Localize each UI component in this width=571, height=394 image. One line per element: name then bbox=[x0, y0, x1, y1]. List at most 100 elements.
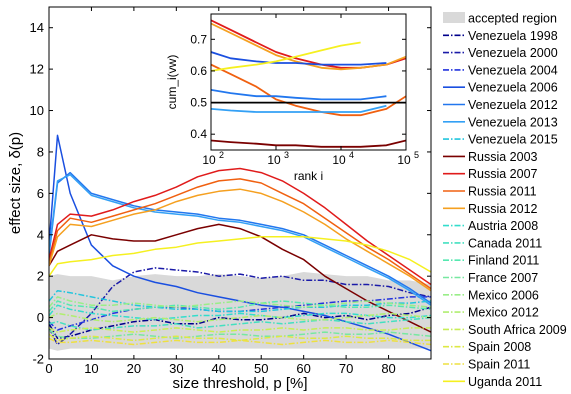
y-tick-label: 6 bbox=[37, 186, 44, 201]
legend-item: Canada 2011 bbox=[443, 236, 542, 250]
legend-label: Spain 2011 bbox=[468, 358, 530, 372]
series-line bbox=[49, 267, 431, 346]
inset-series-line bbox=[211, 41, 361, 72]
data-layer bbox=[49, 134, 431, 352]
legend-label: Spain 2008 bbox=[468, 340, 531, 354]
inset-x-tick-exponent: 5 bbox=[414, 150, 419, 160]
inset-y-tick-label: 0.7 bbox=[190, 32, 207, 46]
legend-item: Venezuela 1998 bbox=[443, 29, 558, 43]
y-tick-label: 4 bbox=[37, 227, 44, 242]
x-tick-label: 0 bbox=[45, 361, 52, 376]
inset-series-line bbox=[211, 139, 406, 148]
inset-y-tick-label: 0.5 bbox=[190, 96, 207, 110]
legend-label: Finland 2011 bbox=[468, 254, 539, 268]
inset-series-line bbox=[211, 51, 387, 66]
legend-label: accepted region bbox=[468, 12, 557, 26]
legend-label: Mexico 2012 bbox=[468, 306, 539, 320]
inset-x-tick-label: 10 bbox=[397, 153, 411, 167]
legend-label: Uganda 2011 bbox=[468, 375, 542, 389]
inset-x-tick-label: 10 bbox=[202, 153, 216, 167]
legend-label: Canada 2011 bbox=[468, 236, 542, 250]
legend-item: Spain 2011 bbox=[443, 358, 530, 372]
legend-swatch bbox=[443, 12, 465, 23]
y-tick-label: 0 bbox=[37, 310, 44, 325]
inset-series-line bbox=[211, 63, 406, 117]
series-line bbox=[49, 337, 431, 346]
legend-label: South Africa 2009 bbox=[468, 323, 567, 337]
series-line bbox=[49, 300, 431, 313]
legend-item: Russia 2012 bbox=[443, 202, 538, 216]
legend-item: Venezuela 2012 bbox=[443, 98, 558, 112]
inset-x-tick-exponent: 4 bbox=[349, 150, 354, 160]
legend-item: Venezuela 2000 bbox=[443, 46, 558, 60]
legend-item: Spain 2008 bbox=[443, 340, 531, 354]
x-tick-label: 20 bbox=[127, 361, 141, 376]
legend-item: Venezuela 2004 bbox=[443, 63, 558, 77]
legend-label: Mexico 2006 bbox=[468, 288, 539, 302]
legend-item: Venezuela 2015 bbox=[443, 133, 558, 147]
series-line bbox=[49, 327, 431, 333]
legend-item: France 2007 bbox=[443, 271, 538, 285]
legend-item: Mexico 2012 bbox=[443, 306, 539, 320]
x-tick-label: 10 bbox=[84, 361, 98, 376]
inset-y-axis-label: cum_i(vw) bbox=[165, 55, 179, 110]
inset-x-tick-label: 10 bbox=[267, 153, 281, 167]
legend-label: Venezuela 2012 bbox=[468, 98, 558, 112]
y-tick-label: 14 bbox=[30, 20, 44, 35]
x-tick-label: 80 bbox=[381, 361, 395, 376]
series-line bbox=[49, 173, 431, 306]
legend-label: Venezuela 1998 bbox=[468, 29, 558, 43]
legend-item: accepted region bbox=[443, 12, 557, 26]
series-line bbox=[49, 171, 431, 304]
y-axis-label: effect size, δ(p) bbox=[7, 132, 24, 234]
x-tick-label: 70 bbox=[339, 361, 353, 376]
series-line bbox=[49, 289, 431, 313]
legend-item: Russia 2007 bbox=[443, 167, 538, 181]
legend: accepted region Venezuela 1998 Venezuela 2… bbox=[443, 12, 567, 389]
inset-x-tick-exponent: 3 bbox=[284, 150, 289, 160]
series-line bbox=[49, 134, 431, 352]
legend-item: Venezuela 2013 bbox=[443, 115, 558, 129]
series-line bbox=[49, 167, 431, 286]
series-line bbox=[49, 329, 431, 340]
series-line bbox=[49, 236, 431, 277]
x-tick-label: 50 bbox=[254, 361, 268, 376]
legend-item: Venezuela 2006 bbox=[443, 81, 558, 95]
legend-label: Russia 2011 bbox=[468, 185, 537, 199]
legend-item: Russia 2011 bbox=[443, 185, 537, 199]
inset-data-layer bbox=[211, 19, 406, 148]
inset-x-axis-label: rank i bbox=[294, 169, 323, 183]
y-tick-label: 8 bbox=[37, 144, 44, 159]
legend-label: Russia 2012 bbox=[468, 202, 538, 216]
legend-label: Venezuela 2013 bbox=[468, 115, 558, 129]
plot-frame bbox=[48, 6, 432, 360]
legend-item: South Africa 2009 bbox=[443, 323, 567, 337]
series-line bbox=[49, 312, 431, 323]
legend-label: Venezuela 2006 bbox=[468, 81, 558, 95]
inset-y-tick-label: 0.6 bbox=[190, 64, 207, 78]
x-tick-label: 30 bbox=[169, 361, 183, 376]
legend-label: Venezuela 2004 bbox=[468, 63, 558, 77]
y-tick-label: 10 bbox=[30, 103, 44, 118]
series-line bbox=[49, 296, 431, 308]
legend-item: Austria 2008 bbox=[443, 219, 538, 233]
inset-x-tick-exponent: 2 bbox=[219, 150, 224, 160]
legend-label: Russia 2003 bbox=[468, 150, 538, 164]
legend-item: Russia 2003 bbox=[443, 150, 538, 164]
x-tick-label: 40 bbox=[212, 361, 226, 376]
series-line bbox=[49, 304, 431, 321]
y-tick-label: -2 bbox=[32, 352, 44, 367]
legend-item: Uganda 2011 bbox=[443, 375, 542, 389]
series-line bbox=[49, 223, 431, 333]
x-tick-label: 60 bbox=[296, 361, 310, 376]
legend-item: Mexico 2006 bbox=[443, 288, 539, 302]
legend-label: Austria 2008 bbox=[468, 219, 538, 233]
series-line bbox=[49, 333, 431, 342]
inset-x-tick-label: 10 bbox=[332, 153, 346, 167]
inset-y-tick-label: 0.4 bbox=[190, 127, 207, 141]
series-line bbox=[49, 316, 431, 331]
y-tick-label: 2 bbox=[37, 269, 44, 284]
y-tick-label: 12 bbox=[30, 62, 44, 77]
